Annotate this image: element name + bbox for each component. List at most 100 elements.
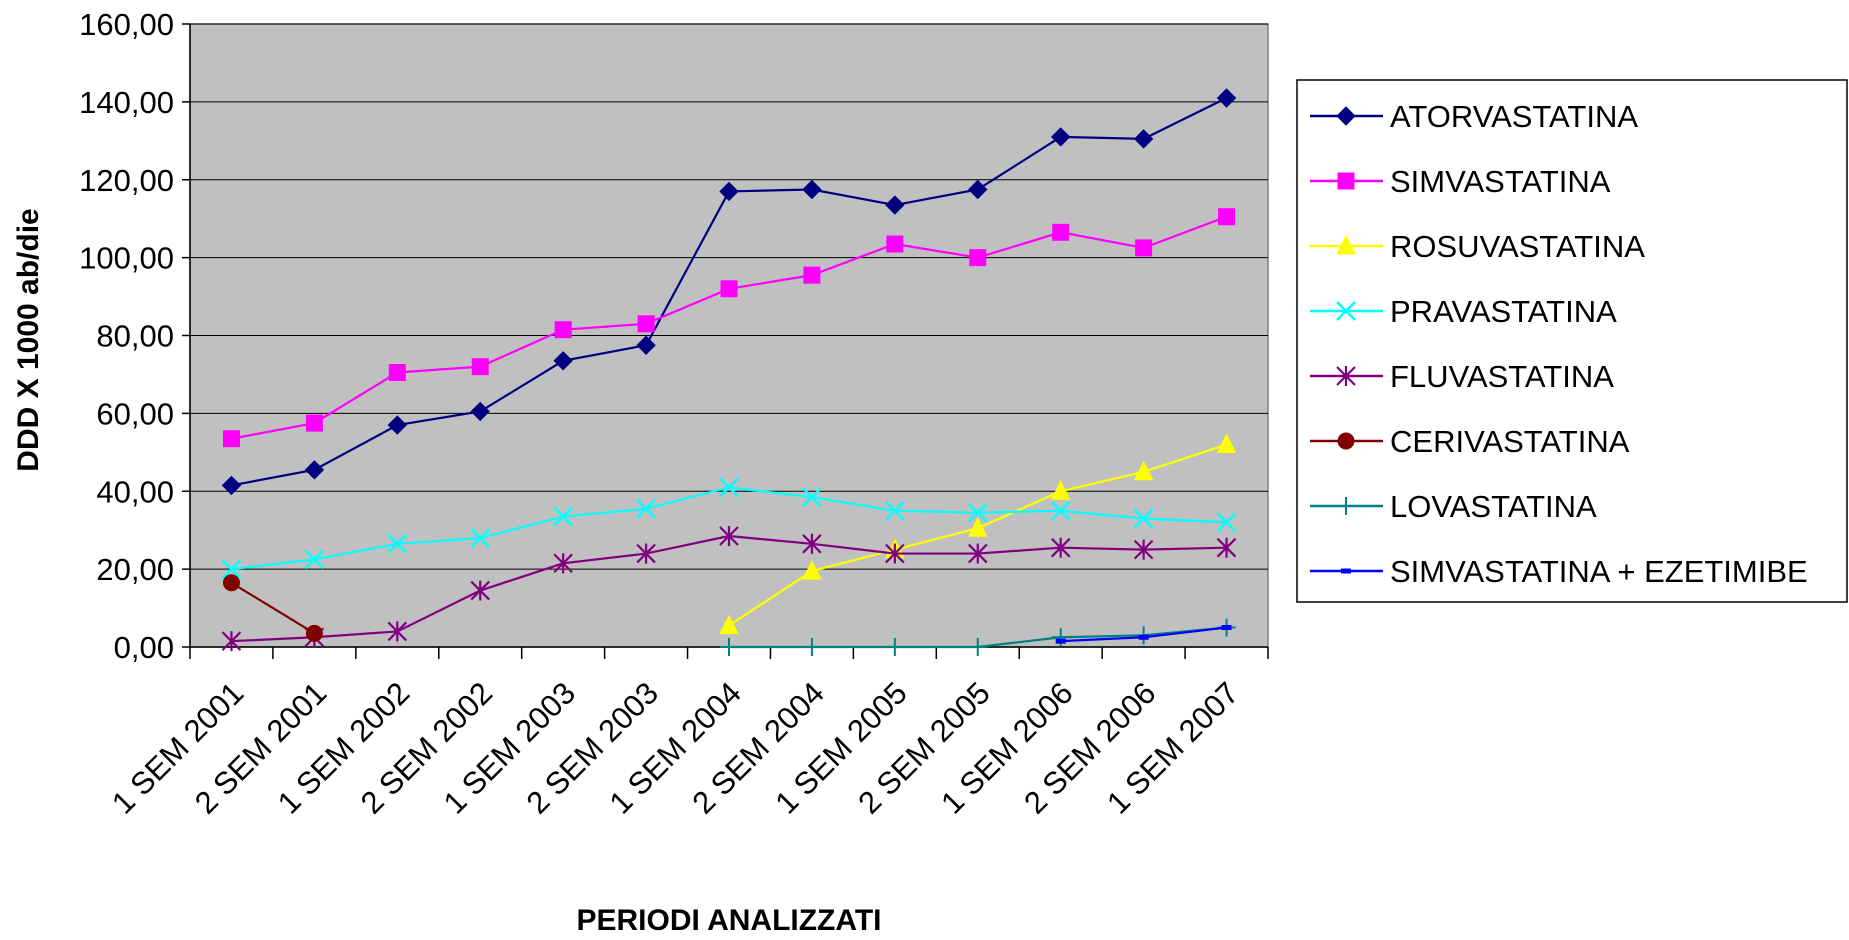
data-point xyxy=(221,559,242,580)
data-point xyxy=(305,624,323,642)
data-point xyxy=(885,638,904,656)
data-point xyxy=(1052,223,1070,241)
y-tick-label: 80,00 xyxy=(96,319,174,354)
y-tick-label: 140,00 xyxy=(79,85,174,120)
series-cerivastatina xyxy=(222,574,323,642)
data-point xyxy=(1133,129,1154,149)
series-line xyxy=(230,581,315,635)
data-point xyxy=(1221,625,1232,631)
y-axis-ticks: 0,00 20,00 40,00 60,00 80,00 100,00 120,00 140,… xyxy=(79,7,174,665)
data-point xyxy=(1050,480,1071,500)
legend: ATORVASTATINA SIMVASTATINA ROSUVASTATINA PR… xyxy=(1296,79,1848,603)
data-point xyxy=(304,460,325,480)
data-point xyxy=(803,266,821,284)
data-point xyxy=(470,401,490,422)
data-point xyxy=(968,638,987,656)
data-point xyxy=(1133,460,1154,481)
data-point xyxy=(1218,208,1236,226)
gridlines xyxy=(190,23,1268,570)
data-point xyxy=(221,631,242,652)
series-pravastatina xyxy=(221,477,1237,580)
data-point xyxy=(719,614,739,635)
data-point xyxy=(1216,512,1237,533)
series-atorvastatina xyxy=(221,88,1237,496)
legend-label: ATORVASTATINA xyxy=(1390,99,1638,134)
data-point xyxy=(720,280,738,298)
data-point xyxy=(1050,537,1071,558)
legend-item: SIMVASTATINA + EZETIMIBE xyxy=(1310,554,1808,589)
data-point xyxy=(1336,366,1356,386)
legend-item: ROSUVASTATINA xyxy=(1310,229,1645,264)
data-point xyxy=(388,363,406,381)
data-point xyxy=(553,506,574,527)
data-point xyxy=(967,543,988,564)
data-point xyxy=(1050,500,1071,521)
data-point xyxy=(802,533,822,554)
legend-label: LOVASTATINA xyxy=(1390,489,1597,524)
data-point xyxy=(1216,88,1237,108)
data-point xyxy=(554,321,572,339)
data-point xyxy=(1216,537,1237,558)
legend-item: FLUVASTATINA xyxy=(1310,359,1614,394)
data-point xyxy=(637,315,655,333)
data-point xyxy=(884,500,905,521)
data-point xyxy=(470,580,491,601)
data-point xyxy=(1055,638,1066,644)
data-point xyxy=(886,235,904,253)
legend-item: LOVASTATINA xyxy=(1310,489,1597,524)
data-point xyxy=(967,502,988,523)
data-point xyxy=(885,543,905,564)
data-point xyxy=(222,430,240,448)
data-point xyxy=(1336,234,1356,255)
data-point xyxy=(222,574,240,592)
y-tick-label: 40,00 xyxy=(96,474,174,509)
y-tick-label: 0,00 xyxy=(114,630,174,665)
y-tick-label: 100,00 xyxy=(79,241,174,276)
legend-label: FLUVASTATINA xyxy=(1390,359,1614,394)
data-point xyxy=(636,498,656,519)
data-point xyxy=(1341,568,1351,574)
data-point xyxy=(387,415,408,435)
data-point xyxy=(1133,539,1154,560)
data-point xyxy=(802,487,822,507)
data-point xyxy=(802,179,822,200)
data-point xyxy=(553,351,573,371)
data-point xyxy=(1138,634,1149,640)
data-point xyxy=(1336,106,1356,126)
data-point xyxy=(720,638,738,656)
data-point xyxy=(553,553,573,574)
data-point xyxy=(471,358,489,376)
data-point xyxy=(1133,508,1154,529)
legend-label: CERIVASTATINA xyxy=(1390,424,1630,459)
data-point xyxy=(968,179,988,200)
data-point xyxy=(221,475,242,496)
data-point xyxy=(1050,127,1071,147)
data-point xyxy=(1216,433,1237,454)
y-tick-label: 60,00 xyxy=(96,396,174,431)
data-point xyxy=(304,549,325,570)
data-point xyxy=(967,517,988,537)
data-point xyxy=(470,528,491,548)
data-point xyxy=(1337,497,1355,515)
x-axis-title: PERIODI ANALIZZATI xyxy=(577,904,882,937)
data-point xyxy=(969,249,987,267)
data-point xyxy=(802,638,821,656)
legend-item: ATORVASTATINA xyxy=(1310,99,1638,134)
data-point xyxy=(885,195,905,215)
series-simvastatina xyxy=(222,208,1236,448)
legend-item: PRAVASTATINA xyxy=(1310,294,1617,329)
data-point xyxy=(636,335,656,355)
legend-label: SIMVASTATINA xyxy=(1390,164,1611,199)
data-point xyxy=(387,533,408,554)
data-point xyxy=(636,543,656,564)
legend-item: SIMVASTATINA xyxy=(1310,164,1611,199)
legend-label: SIMVASTATINA + EZETIMIBE xyxy=(1390,554,1808,589)
data-point xyxy=(719,526,739,547)
y-axis-title: DDD X 1000 ab/die xyxy=(12,208,45,471)
data-point xyxy=(719,477,739,498)
y-tick-label: 20,00 xyxy=(96,552,174,587)
data-point xyxy=(802,559,822,580)
legend-label: PRAVASTATINA xyxy=(1390,294,1617,329)
